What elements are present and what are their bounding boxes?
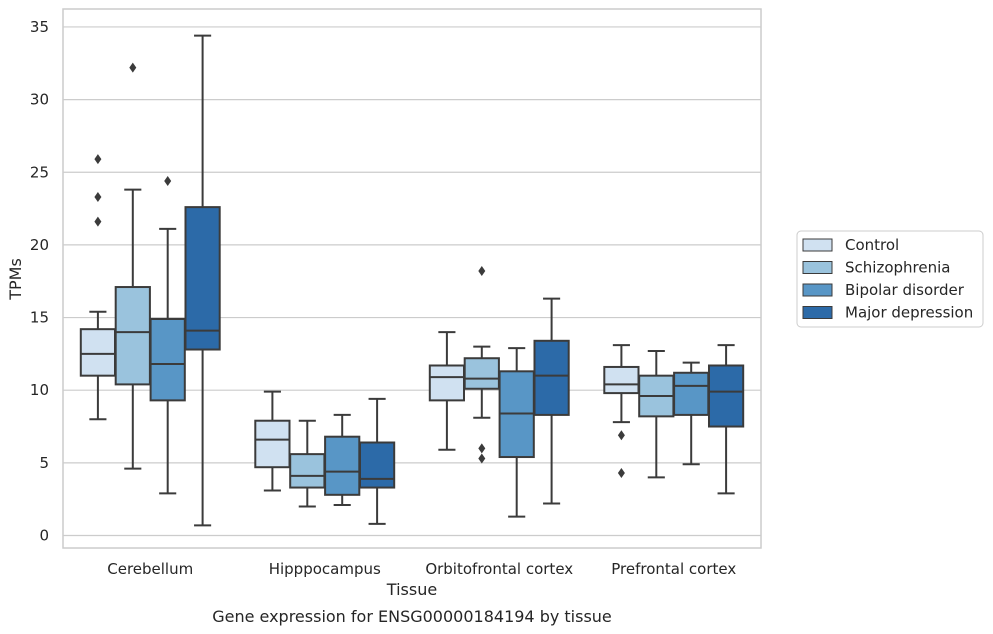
outlier-point <box>164 175 172 186</box>
outlier-point <box>94 154 102 165</box>
y-tick-label: 5 <box>39 454 49 472</box>
legend-label: Major depression <box>845 304 973 322</box>
x-tick-label: Orbitofrontal cortex <box>425 560 573 578</box>
y-tick-label: 35 <box>30 18 49 36</box>
outlier-point <box>617 430 625 441</box>
iqr-box <box>358 441 396 489</box>
outlier-point <box>617 468 625 479</box>
box-control <box>428 331 466 451</box>
x-axis-title: Tissue <box>386 580 437 599</box>
legend-label: Control <box>845 236 899 254</box>
outlier-point <box>478 453 486 464</box>
x-tick-label: Prefrontal cortex <box>611 560 736 578</box>
box-control <box>603 344 640 479</box>
y-tick-label: 30 <box>30 91 49 109</box>
outlier-point <box>478 443 486 454</box>
iqr-box <box>463 357 500 390</box>
box-major-depression <box>184 34 221 527</box>
iqr-box <box>254 419 291 469</box>
y-tick-label: 25 <box>30 163 49 181</box>
box-control <box>79 154 117 421</box>
iqr-box <box>324 435 361 496</box>
plot-frame <box>62 8 762 549</box>
legend-label: Schizophrenia <box>845 259 950 277</box>
y-tick-label: 20 <box>30 236 49 254</box>
box-bipolar-disorder <box>149 175 186 495</box>
legend-swatch <box>802 238 833 252</box>
legend-frame <box>796 230 984 328</box>
box-control <box>254 390 291 492</box>
legend-label: Bipolar disorder <box>845 281 965 299</box>
y-tick-labels: 0 5 10 15 20 25 30 35 <box>30 18 49 545</box>
legend-swatch <box>802 306 833 319</box>
iqr-box <box>533 339 570 416</box>
iqr-box <box>707 364 745 428</box>
iqr-box <box>149 318 186 402</box>
x-tick-label: Cerebellum <box>107 560 193 578</box>
box-major-depression <box>358 397 396 525</box>
iqr-box <box>289 453 326 489</box>
outlier-point <box>94 191 102 202</box>
box-major-depression <box>707 344 745 495</box>
box-schizophrenia <box>638 349 675 479</box>
box-schizophrenia <box>289 419 326 508</box>
box-schizophrenia <box>463 266 500 464</box>
box-series <box>79 34 745 527</box>
box-major-depression <box>533 297 570 505</box>
iqr-box <box>184 206 221 351</box>
outlier-point <box>478 266 486 277</box>
outlier-point <box>94 216 102 227</box>
x-tick-label: Hipppocampus <box>269 560 381 578</box>
y-axis-title: TPMs <box>6 258 25 301</box>
x-tick-labels: Cerebellum Hipppocampus Orbitofrontal cort… <box>107 560 736 578</box>
legend-swatch <box>802 283 833 297</box>
legend-swatch <box>802 261 833 274</box>
legend: Control Schizophrenia Bipolar disorder Majo… <box>796 230 984 328</box>
iqr-box <box>673 371 710 416</box>
outlier-point <box>129 62 137 73</box>
y-tick-label: 15 <box>30 309 49 327</box>
chart-caption: Gene expression for ENSG00000184194 by t… <box>212 607 612 626</box>
iqr-box <box>114 286 151 386</box>
iqr-box <box>79 328 117 377</box>
iqr-box <box>603 365 640 395</box>
iqr-box <box>428 364 466 402</box>
y-tick-label: 0 <box>39 527 49 545</box>
box-bipolar-disorder <box>498 347 535 518</box>
y-tick-label: 10 <box>30 381 49 399</box>
